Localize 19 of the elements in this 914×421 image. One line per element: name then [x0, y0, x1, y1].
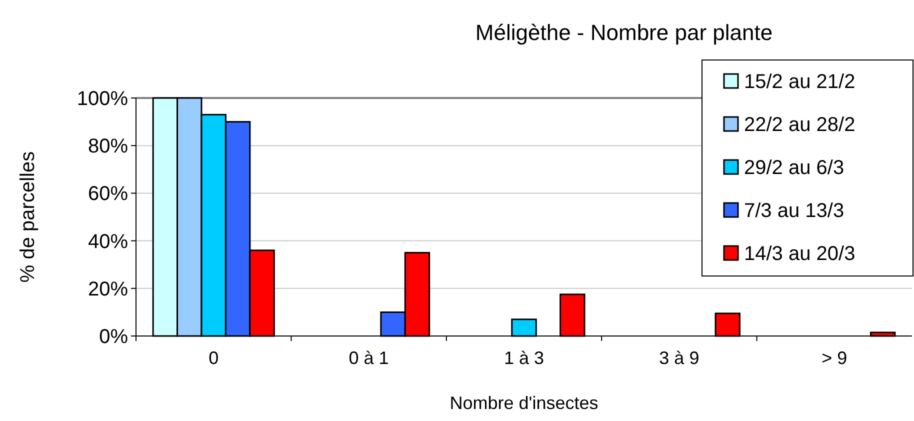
legend-label: 29/2 au 6/3: [744, 157, 844, 179]
x-tick-label: 3 à 9: [659, 348, 700, 368]
y-tick-label: 60%: [88, 183, 128, 206]
x-tick-label: > 9: [822, 348, 848, 368]
y-tick-label: 80%: [88, 136, 128, 158]
x-tick-label: 0: [208, 348, 219, 368]
legend-label: 14/3 au 20/3: [744, 243, 856, 265]
legend-label: 22/2 au 28/2: [744, 114, 856, 136]
x-tick-label: 1 à 3: [504, 348, 544, 368]
y-axis-title: % de parcelles: [17, 151, 39, 283]
y-tick-label: 100%: [76, 88, 128, 110]
y-tick-label: 40%: [88, 230, 128, 253]
chart-title: Méligèthe - Nombre par plante: [475, 20, 773, 45]
legend-label: 7/3 au 13/3: [744, 200, 844, 222]
y-tick-label: 20%: [88, 278, 128, 300]
x-axis-title: Nombre d'insectes: [450, 393, 598, 413]
y-tick-label: 0%: [99, 326, 128, 348]
x-tick-label: 0 à 1: [348, 348, 389, 368]
legend-label: 15/2 au 21/2: [744, 71, 856, 93]
